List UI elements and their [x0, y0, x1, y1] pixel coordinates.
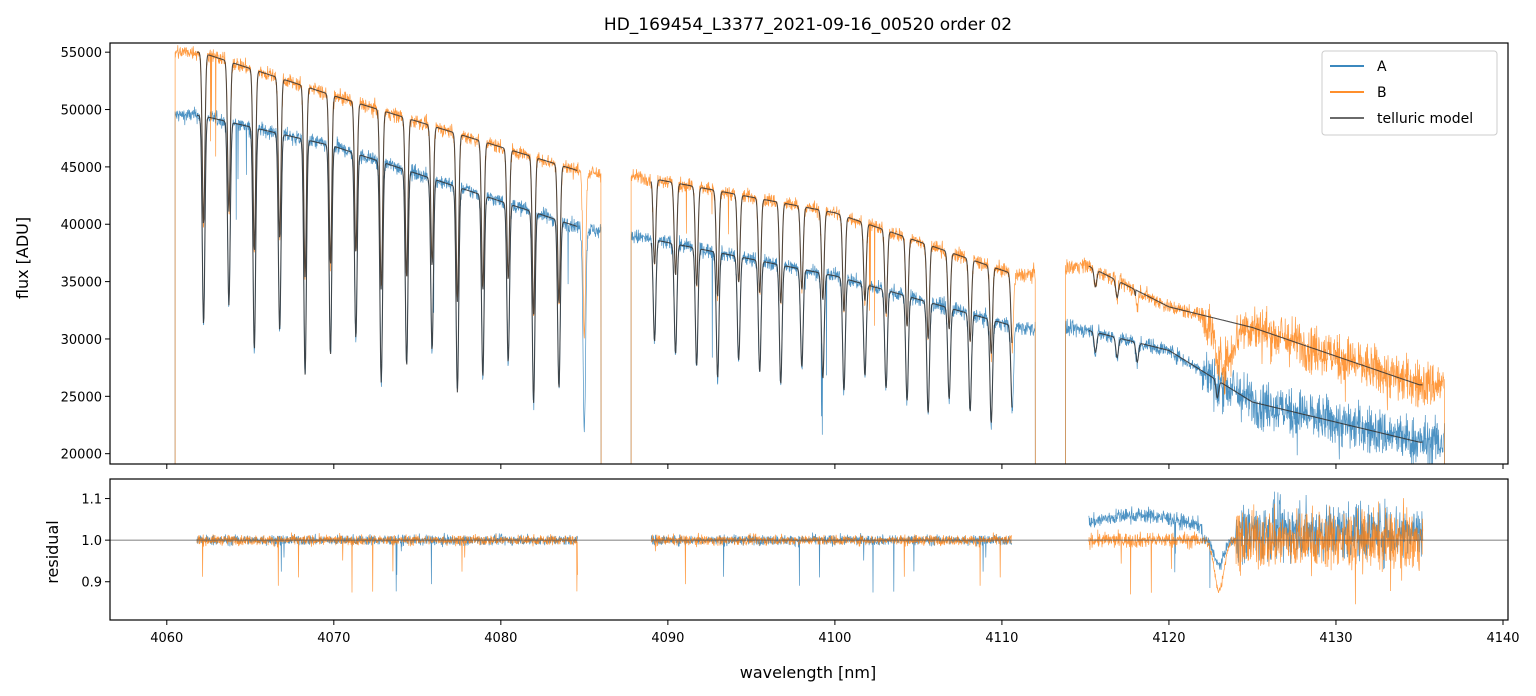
flux-plot-area	[174, 45, 1445, 464]
legend-label-b: B	[1377, 85, 1387, 101]
residual-y-tick-label: 1.0	[81, 534, 102, 549]
flux-y-tick-label: 45000	[61, 161, 102, 176]
x-tick-label: 4060	[150, 631, 183, 646]
series-line-a	[174, 106, 1445, 464]
flux-y-tick-label: 50000	[61, 104, 102, 119]
x-tick-label: 4100	[818, 631, 851, 646]
flux-y-tick-label: 40000	[61, 218, 102, 233]
flux-y-tick-label: 30000	[61, 333, 102, 348]
residual-y-tick-label: 1.1	[81, 493, 102, 508]
flux-y-tick-label: 25000	[61, 390, 102, 405]
flux-x-ticks	[166, 464, 1504, 469]
residual-panel-frame	[109, 478, 1509, 621]
x-tick-label: 4140	[1486, 631, 1519, 646]
flux-y-tick-label: 20000	[61, 448, 102, 463]
flux-y-tick-label: 35000	[61, 276, 102, 291]
residual-y-axis-label: residual	[43, 520, 62, 583]
telluric-model-b	[196, 51, 1423, 386]
x-tick-label: 4090	[651, 631, 684, 646]
residual-y-tick-label: 0.9	[81, 576, 102, 591]
flux-y-axis: 20000 25000 30000 35000 40000 45000 50000 55000	[61, 46, 110, 463]
x-tick-label: 4120	[1152, 631, 1185, 646]
flux-y-axis-label: flux [ADU]	[13, 217, 32, 299]
flux-y-tick-label: 55000	[61, 46, 102, 61]
x-tick-label: 4080	[484, 631, 517, 646]
flux-panel: 20000 25000 30000 35000 40000 45000 50000 55000…	[13, 42, 1509, 469]
legend-box	[1321, 50, 1498, 136]
legend-label-telluric: telluric model	[1377, 111, 1473, 127]
x-tick-label: 4110	[985, 631, 1018, 646]
legend: A B telluric model	[1321, 50, 1498, 136]
legend-label-a: A	[1377, 59, 1387, 75]
telluric-model-a	[196, 114, 1423, 443]
residual-panel: 0.9 1.0 1.1 4060 4070 4080 4090 4100 4110 4120 41…	[43, 478, 1520, 682]
x-axis-label: wavelength [nm]	[740, 663, 877, 682]
x-tick-label: 4070	[317, 631, 350, 646]
flux-panel-frame	[109, 42, 1509, 465]
wavelength-x-axis: 4060 4070 4080 4090 4100 4110 4120 4130 4140	[150, 620, 1520, 646]
residual-plot-area	[110, 491, 1508, 605]
chart-title: HD_169454_L3377_2021-09-16_00520 order 0…	[604, 15, 1012, 35]
residual-y-axis: 0.9 1.0 1.1	[81, 493, 110, 591]
x-tick-label: 4130	[1319, 631, 1352, 646]
